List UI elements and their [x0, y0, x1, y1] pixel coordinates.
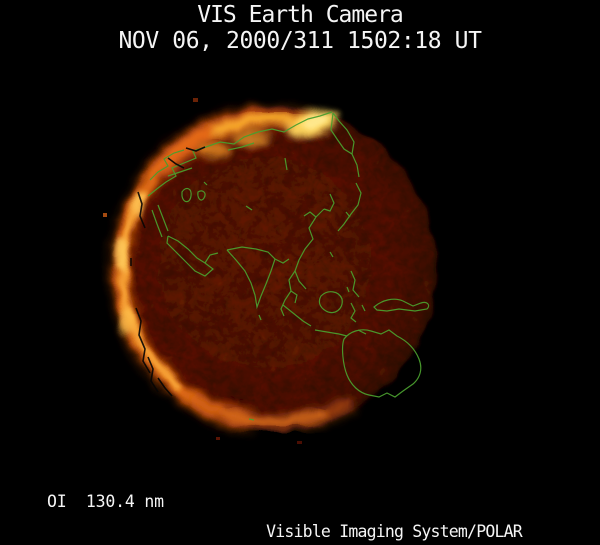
aurora-patch-left: [197, 142, 233, 158]
aurora-hotspot-core: [301, 113, 329, 129]
coast-japan: [337, 182, 362, 232]
coast-sulawesi: [350, 302, 357, 323]
coast-bengal: [274, 258, 290, 264]
earth-disk-group: [113, 107, 436, 430]
coast-malay: [280, 270, 296, 317]
coast-okhotsk: [351, 153, 360, 178]
coast-lake: [245, 205, 253, 211]
coast-scandinavia: [149, 149, 185, 181]
coastline-shadow-overlay: [130, 146, 206, 397]
coast-taiwan: [329, 251, 334, 258]
credit-line-instrument: Visible Imaging System/POLAR: [266, 522, 523, 541]
coast-gulf-thailand: [290, 290, 298, 304]
coast-sumatra: [282, 304, 312, 327]
coast-yellow-sea: [303, 211, 317, 218]
coast-russia-fragment-1: [167, 167, 193, 177]
coast-russia-north: [147, 111, 333, 197]
coast-bottom-limb-mark: [248, 418, 255, 421]
coast-shadow-limb-lower2: [157, 377, 173, 397]
noise-specks: [103, 98, 302, 444]
title-block: VIS Earth Camera NOV 06, 2000/311 1502:1…: [0, 2, 600, 54]
coast-red-sea-west: [151, 209, 163, 238]
coast-shadow-upper-left2: [167, 157, 185, 169]
coast-india: [226, 246, 276, 310]
coast-russia-fragment-2: [227, 142, 255, 151]
credits-block: Visible Imaging System/POLAR The Univers…: [248, 491, 540, 545]
coast-aral: [203, 181, 208, 186]
bottom-limb-glow-inner: [221, 409, 329, 426]
coast-red-sea-east: [157, 204, 169, 232]
image-timestamp: NOV 06, 2000/311 1502:18 UT: [118, 28, 482, 54]
coast-shadow-upper-left: [185, 146, 206, 152]
coast-siberia-mark: [284, 157, 288, 171]
coast-philippines-islet: [346, 286, 350, 293]
coastline-overlay: [147, 111, 430, 421]
coast-srilanka: [258, 314, 262, 321]
coast-new-guinea: [373, 298, 430, 312]
coast-caspian: [181, 187, 192, 203]
coast-shadow-africa-upper: [137, 191, 146, 229]
coast-persian-gulf: [204, 252, 219, 264]
coast-shadow-africa-mid: [135, 307, 151, 374]
coast-japan-islet: [345, 211, 351, 218]
limb-hotspot-1: [114, 237, 128, 269]
coast-arabia: [166, 235, 214, 277]
coast-australia: [341, 329, 422, 398]
coast-china-vietnam: [294, 208, 325, 290]
coast-shadow-africa-lower: [147, 356, 159, 393]
aurora-patch-mid: [232, 130, 272, 146]
coast-java: [314, 329, 348, 337]
coast-moluccas: [361, 304, 366, 312]
coast-borneo: [318, 291, 343, 314]
image-title: VIS Earth Camera: [197, 2, 404, 28]
coast-philippines: [350, 270, 360, 298]
coast-black-sea: [197, 190, 206, 201]
limb-hotspot-2: [120, 308, 134, 336]
dayside-limb-glow-inner: [119, 191, 183, 392]
wavelength-label: OI 130.4 nm: [47, 492, 164, 511]
coast-korea: [323, 193, 335, 212]
